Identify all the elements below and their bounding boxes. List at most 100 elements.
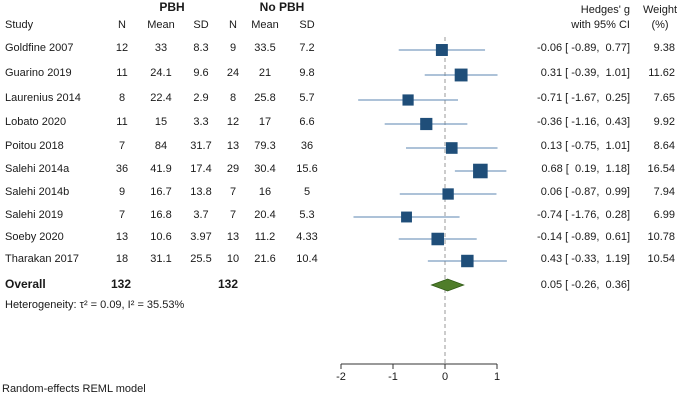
effect-ci-value: -0.06 [ -0.89, 0.77] [537,42,630,54]
effect-ci-value: 0.31 [ -0.39, 1.01] [540,67,630,79]
effect-ci-value: 0.43 [ -0.33, 1.19] [540,253,630,265]
weight-value: 7.94 [653,186,675,198]
overall-diamond [430,278,465,292]
table-row: Laurenius 2014 8 22.4 2.9 8 25.8 5.7 -0.… [0,93,685,107]
overall-n2: 132 [218,277,239,291]
effect-ci-value: 0.06 [ -0.87, 0.99] [540,186,630,198]
model-footnote: Random-effects REML model [2,383,146,395]
sd2-value: 6.6 [299,116,315,128]
effect-square [420,117,433,131]
table-row: Salehi 2014b 9 16.7 13.8 7 16 5 0.06 [ -… [0,187,685,201]
n2-value: 9 [229,42,237,54]
study-name: Salehi 2019 [5,209,64,221]
n1-value: 7 [118,140,126,152]
mean1-value: 33 [154,42,168,54]
table-row: Salehi 2019 7 16.8 3.7 7 20.4 5.3 -0.74 … [0,210,685,224]
effect-square [454,68,468,82]
sd1-value: 3.3 [193,116,209,128]
n1-value: 8 [118,92,126,104]
effect-square [473,163,488,179]
mean1-value: 16.7 [150,186,172,198]
weight-value: 7.65 [653,92,675,104]
n2-value: 10 [226,253,240,265]
sd1-value: 8.3 [193,42,209,54]
sd2-value: 7.2 [299,42,315,54]
mean2-value: 79.3 [254,140,276,152]
study-name: Lobato 2020 [5,116,67,128]
n2-value: 24 [226,67,240,79]
sd1-value: 3.7 [193,209,209,221]
sd2-value: 15.6 [296,163,318,175]
effect-ci-value: -0.14 [ -0.89, 0.61] [537,231,630,243]
sd1-value: 17.4 [190,163,212,175]
mean1-value: 84 [154,140,168,152]
overall-n1: 132 [111,277,132,291]
sd2-header: SD [299,19,315,31]
sd1-value: 31.7 [190,140,212,152]
mean1-header: Mean [147,19,175,31]
effect-header-line2: with 95% CI [571,19,630,31]
mean1-value: 24.1 [150,67,172,79]
effect-ci-value: -0.36 [ -1.16, 0.43] [537,116,630,128]
weight-value: 8.64 [653,140,675,152]
mean1-value: 10.6 [150,231,172,243]
study-name: Goldfine 2007 [5,42,74,54]
n1-value: 9 [118,186,126,198]
effect-ci-value: -0.71 [ -1.67, 0.25] [537,92,630,104]
sd1-header: SD [193,19,209,31]
n1-value: 13 [115,231,129,243]
mean2-value: 33.5 [254,42,276,54]
n2-value: 7 [229,209,237,221]
mean2-value: 11.2 [254,231,276,243]
overall-label: Overall [5,277,46,291]
weight-header-line2: (%) [651,19,669,31]
mean2-value: 21.6 [254,253,276,265]
n2-header: N [229,19,237,31]
sd1-value: 9.6 [193,67,209,79]
n2-value: 12 [226,116,240,128]
effect-square [431,232,444,246]
n2-value: 13 [226,231,240,243]
sd2-value: 36 [300,140,314,152]
table-row: Soeby 2020 13 10.6 3.97 13 11.2 4.33 -0.… [0,232,685,246]
mean2-value: 17 [258,116,272,128]
table-row: Salehi 2014a 36 41.9 17.4 29 30.4 15.6 0… [0,164,685,178]
mean2-value: 20.4 [254,209,276,221]
study-name: Tharakan 2017 [5,253,79,265]
n2-value: 29 [226,163,240,175]
effect-header-line1: Hedges' g [580,4,630,16]
study-name: Poitou 2018 [5,140,64,152]
mean1-value: 22.4 [150,92,172,104]
group2-header: No PBH [259,0,305,14]
weight-value: 10.54 [647,253,675,265]
mean1-value: 31.1 [150,253,172,265]
group1-header: PBH [159,0,185,14]
effect-square [435,44,448,56]
mean2-header: Mean [251,19,279,31]
sd1-value: 13.8 [190,186,212,198]
table-row: Guarino 2019 11 24.1 9.6 24 21 9.8 0.31 … [0,68,685,82]
effect-ci-value: -0.74 [ -1.76, 0.28] [537,209,630,221]
sd1-value: 2.9 [193,92,209,104]
n1-header: N [118,19,126,31]
study-name: Salehi 2014b [5,186,70,198]
weight-value: 10.78 [647,231,675,243]
table-row: Tharakan 2017 18 31.1 25.5 10 21.6 10.4 … [0,254,685,268]
effect-ci-value: 0.68 [ 0.19, 1.18] [541,163,630,175]
effect-square [402,94,414,106]
weight-value: 9.92 [653,116,675,128]
mean1-value: 15 [154,116,168,128]
table-row: Poitou 2018 7 84 31.7 13 79.3 36 0.13 [ … [0,141,685,155]
mean2-value: 21 [258,67,272,79]
sd2-value: 5.7 [299,92,315,104]
study-name: Salehi 2014a [5,163,70,175]
sd1-value: 3.97 [190,231,212,243]
mean1-value: 16.8 [150,209,172,221]
weight-value: 9.38 [653,42,675,54]
n1-value: 11 [116,116,128,128]
n2-value: 13 [226,140,240,152]
x-tick-label: -2 [336,371,346,383]
n1-value: 11 [116,67,128,79]
effect-square [442,188,454,200]
